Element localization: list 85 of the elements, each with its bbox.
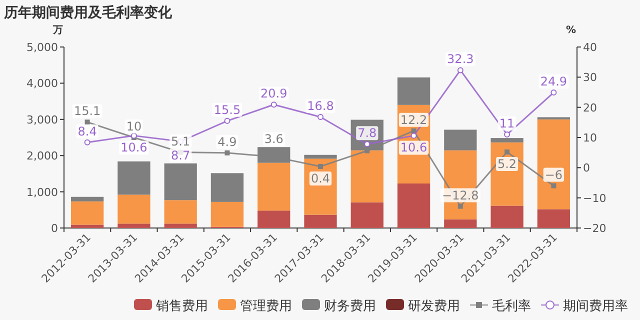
bar <box>350 202 384 228</box>
y-tick-label: 3,000 <box>26 113 58 126</box>
data-label: −12.8 <box>442 188 479 202</box>
y-tick-label: 2,000 <box>26 150 58 163</box>
point <box>504 149 510 154</box>
bar <box>118 194 150 224</box>
point <box>224 150 230 156</box>
point <box>364 141 370 148</box>
point <box>551 183 556 188</box>
y-tick-label: 0 <box>51 222 58 235</box>
bar <box>444 219 477 228</box>
data-label: 20.9 <box>260 86 288 101</box>
point <box>84 120 90 125</box>
bar <box>70 196 104 202</box>
data-label: 11 <box>499 116 515 130</box>
y2-axis-title: % <box>566 25 576 36</box>
bar <box>70 201 104 225</box>
point <box>130 132 137 139</box>
chart-title: 历年期间费用及毛利率变化 <box>3 4 173 21</box>
point <box>410 132 417 139</box>
bar <box>258 162 290 211</box>
bar <box>210 202 244 227</box>
data-label: 5.1 <box>171 134 190 148</box>
data-label: 10.6 <box>400 140 428 155</box>
legend-label: 财务费用 <box>324 299 376 314</box>
data-label: 16.8 <box>307 98 334 113</box>
bar <box>444 130 477 150</box>
data-label: 4.9 <box>218 134 237 149</box>
point <box>457 67 464 74</box>
bar <box>490 138 524 142</box>
data-label: 15.1 <box>74 104 101 118</box>
y-axis-title: 万 <box>52 25 63 36</box>
data-label: −6 <box>544 168 563 182</box>
bar <box>70 224 104 228</box>
data-label: 10 <box>126 120 142 134</box>
legend-label: 研发费用 <box>408 299 460 314</box>
data-label: 15.5 <box>214 102 241 117</box>
y2-tick-label: 30 <box>583 71 597 84</box>
y2-tick-label: 40 <box>583 41 597 54</box>
bar <box>537 209 570 228</box>
y2-tick-label: 20 <box>583 101 597 114</box>
point <box>458 204 463 209</box>
bar <box>164 163 197 200</box>
data-label: 5.2 <box>498 156 517 171</box>
y-tick-label: 5,000 <box>26 41 58 54</box>
legend-label: 期间费用率 <box>563 298 628 314</box>
data-label: 7.8 <box>358 126 377 140</box>
legend-label: 毛利率 <box>492 298 531 314</box>
y-tick-label: 1,000 <box>26 186 58 199</box>
data-label: 3.6 <box>264 132 284 146</box>
bar <box>537 119 570 210</box>
data-label: 0.4 <box>310 171 330 186</box>
point <box>84 139 90 146</box>
point <box>224 118 230 124</box>
bar <box>258 147 290 163</box>
data-label: 12.2 <box>400 112 428 127</box>
bar <box>304 214 337 228</box>
bar <box>304 154 337 159</box>
y-tick-label: 4,000 <box>26 77 58 90</box>
data-label: 32.3 <box>447 52 474 66</box>
bar <box>164 224 197 228</box>
legend-label: 销售费用 <box>155 299 208 314</box>
bar <box>350 150 384 202</box>
bar <box>164 200 197 224</box>
y2-tick-label: −10 <box>583 192 606 205</box>
bar <box>118 224 150 228</box>
bar <box>118 161 150 195</box>
data-label: 8.4 <box>78 124 97 138</box>
y2-tick-label: 10 <box>583 132 597 144</box>
legend-label: 管理费用 <box>240 299 292 314</box>
bar <box>490 206 524 228</box>
bar <box>397 77 430 105</box>
point <box>318 114 324 120</box>
data-label: 8.7 <box>171 148 190 162</box>
data-label: 24.9 <box>540 74 568 89</box>
bar <box>210 173 244 202</box>
bar <box>397 183 430 228</box>
point <box>550 90 557 96</box>
y2-tick-label: 0 <box>583 162 590 175</box>
point <box>504 131 510 138</box>
point <box>270 102 277 108</box>
data-label: 10.6 <box>120 140 148 155</box>
bar <box>258 210 290 228</box>
y2-tick-label: −20 <box>583 222 606 235</box>
point <box>318 164 323 169</box>
